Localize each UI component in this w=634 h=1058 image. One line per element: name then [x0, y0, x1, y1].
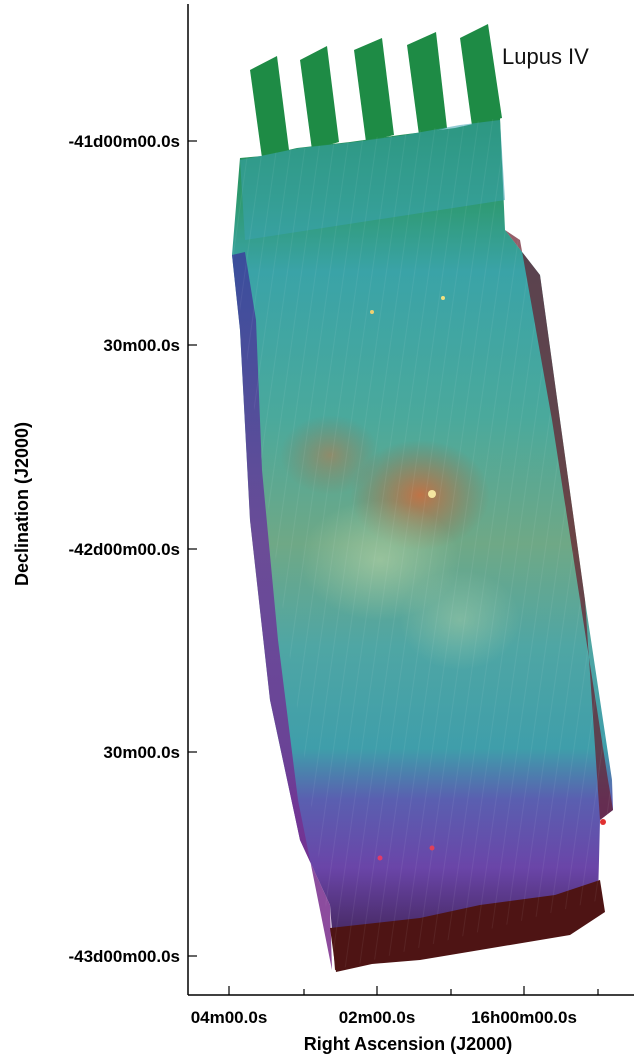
point-source	[370, 310, 374, 314]
y-axis-ticks	[188, 140, 197, 957]
point-source	[429, 845, 435, 851]
point-source	[377, 855, 383, 861]
x-axis-ticks	[228, 986, 599, 995]
bright-point-source	[428, 490, 436, 498]
point-source	[441, 296, 445, 300]
scan-stripes-overlay	[232, 118, 612, 970]
green-strips	[250, 24, 502, 158]
axes-frame	[187, 4, 634, 996]
point-source	[600, 819, 606, 825]
y-tick-label: 30m00.0s	[103, 743, 180, 762]
y-axis-tick-labels: -41d00m00.0s 30m00.0s -42d00m00.0s 30m00…	[68, 132, 180, 966]
x-tick-label: 02m00.0s	[339, 1008, 416, 1027]
infrared-mosaic-image	[232, 24, 613, 972]
y-tick-label: -43d00m00.0s	[68, 947, 180, 966]
y-tick-label: 30m00.0s	[103, 336, 180, 355]
y-tick-label: -41d00m00.0s	[68, 132, 180, 151]
x-tick-label: 16h00m00.0s	[471, 1008, 577, 1027]
x-tick-label: 04m00.0s	[191, 1008, 268, 1027]
y-axis-title: Declination (J2000)	[12, 422, 32, 586]
x-axis-tick-labels: 04m00.0s 02m00.0s 16h00m00.0s	[191, 1008, 577, 1027]
mosaic-left-edge	[232, 252, 332, 970]
x-axis-title: Right Ascension (J2000)	[304, 1034, 512, 1054]
object-label: Lupus IV	[502, 44, 589, 69]
y-tick-label: -42d00m00.0s	[68, 540, 180, 559]
